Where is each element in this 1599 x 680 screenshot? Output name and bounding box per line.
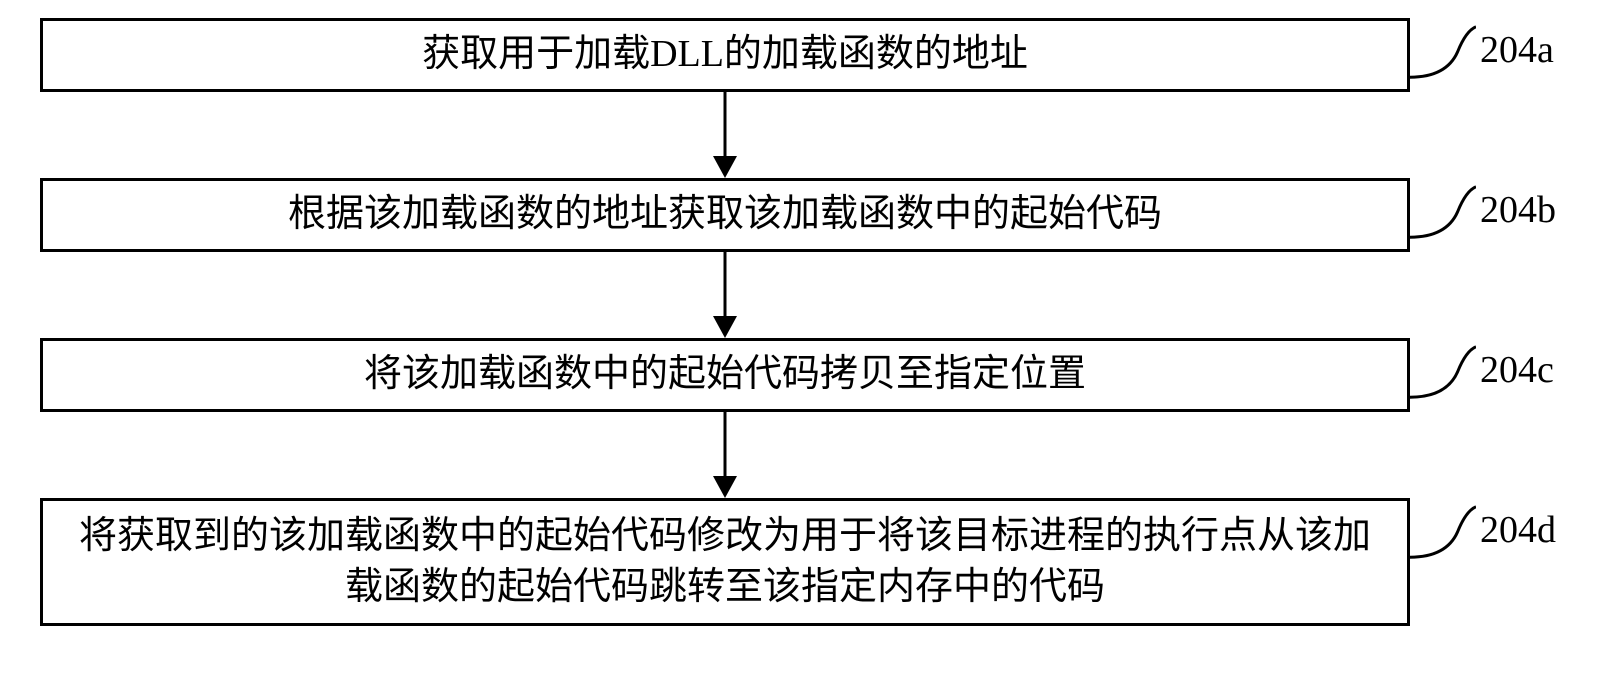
flow-node-text: 获取用于加载DLL的加载函数的地址 [63,29,1387,80]
flow-node: 将该加载函数中的起始代码拷贝至指定位置 [40,338,1410,412]
flow-node: 根据该加载函数的地址获取该加载函数中的起始代码 [40,178,1410,252]
flow-node-text: 将该加载函数中的起始代码拷贝至指定位置 [63,349,1387,400]
flow-node-text: 将获取到的该加载函数中的起始代码修改为用于将该目标进程的执行点从该加载函数的起始… [63,511,1387,614]
callout-curve [1410,184,1476,240]
flow-arrow [709,252,741,338]
step-label: 204a [1480,28,1554,72]
step-label: 204b [1480,188,1556,232]
callout-curve [1410,24,1476,80]
flow-arrow [709,92,741,178]
step-label: 204d [1480,508,1556,552]
flowchart-canvas: 获取用于加载DLL的加载函数的地址根据该加载函数的地址获取该加载函数中的起始代码… [0,0,1599,680]
flow-node: 将获取到的该加载函数中的起始代码修改为用于将该目标进程的执行点从该加载函数的起始… [40,498,1410,626]
flow-node: 获取用于加载DLL的加载函数的地址 [40,18,1410,92]
callout-curve [1410,504,1476,560]
flow-arrow [709,412,741,498]
callout-curve [1410,344,1476,400]
flow-node-text: 根据该加载函数的地址获取该加载函数中的起始代码 [63,189,1387,240]
step-label: 204c [1480,348,1554,392]
